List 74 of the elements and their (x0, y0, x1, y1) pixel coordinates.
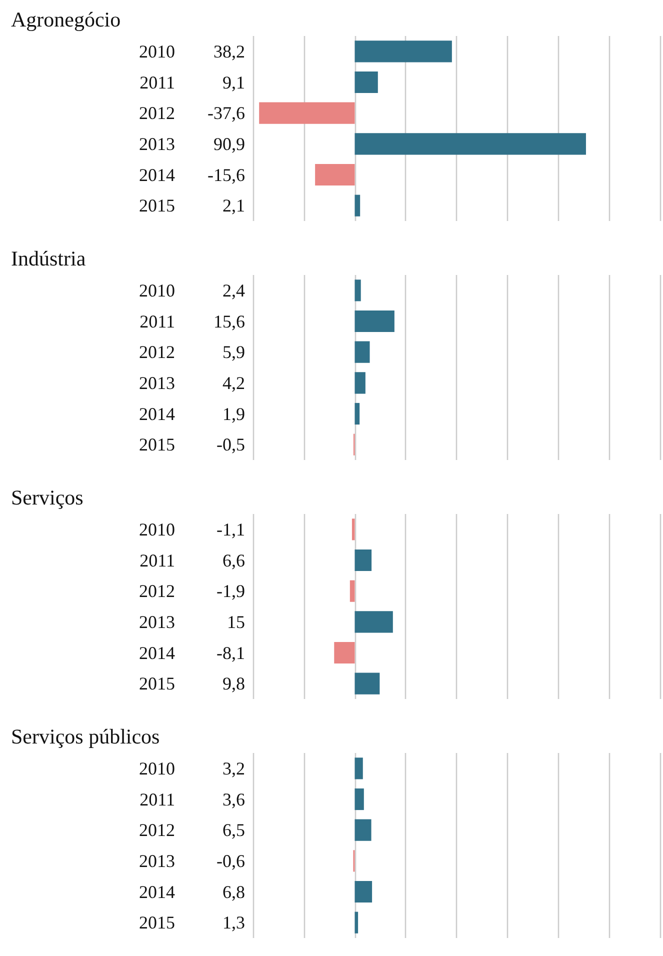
y-tick-label: 2013 (139, 134, 175, 154)
data-label: 6,5 (222, 820, 245, 840)
text: Serviços (11, 486, 84, 510)
data-label: 3,6 (222, 789, 245, 810)
y-tick-label: 2014 (139, 404, 175, 424)
data-label: 6,6 (222, 550, 245, 570)
bar (354, 372, 366, 394)
y-tick-label: 2015 (139, 434, 175, 455)
y-tick-label: 2010 (139, 41, 175, 62)
y-tick-label: 2013 (139, 850, 175, 871)
data-label: -15,6 (208, 164, 245, 185)
bar (315, 164, 355, 186)
data-label: 1,9 (222, 404, 245, 424)
data-label: -8,1 (216, 642, 245, 663)
bar (354, 133, 586, 155)
data-label: 3,2 (222, 758, 245, 778)
y-tick-label: 2010 (139, 758, 175, 778)
bar (352, 518, 355, 540)
data-label: 38,2 (214, 41, 245, 62)
bar (354, 310, 394, 332)
y-tick-label: 2012 (139, 820, 175, 840)
bar (354, 672, 380, 694)
y-tick-label: 2013 (139, 372, 175, 393)
bar (354, 549, 372, 572)
y-tick-label: 2011 (140, 311, 175, 332)
bar (354, 758, 363, 780)
bar (354, 402, 360, 425)
data-label: 1,3 (222, 912, 245, 933)
text: Indústria (11, 246, 86, 270)
data-label: -1,1 (216, 519, 245, 540)
bar (354, 912, 358, 934)
y-tick-label: 2014 (139, 882, 175, 902)
y-tick-label: 2011 (140, 550, 175, 570)
data-label: 15 (227, 612, 245, 632)
data-label: 15,6 (214, 311, 245, 332)
y-tick-label: 2010 (139, 519, 175, 540)
bar (354, 611, 393, 633)
bar (259, 102, 355, 124)
data-label: 6,8 (222, 882, 245, 902)
data-label: 2,4 (222, 280, 245, 300)
text: Agronegócio (11, 8, 121, 32)
y-tick-label: 2012 (139, 581, 175, 602)
y-tick-label: 2012 (139, 103, 175, 124)
bar (354, 194, 360, 216)
data-label: 4,2 (222, 372, 245, 393)
y-tick-label: 2014 (139, 642, 175, 663)
bar (334, 642, 355, 664)
bar (354, 788, 364, 810)
y-tick-label: 2011 (140, 72, 175, 92)
y-tick-label: 2014 (139, 164, 175, 185)
data-label: 2,1 (222, 196, 245, 216)
data-label: -1,9 (216, 581, 245, 602)
y-tick-label: 2013 (139, 612, 175, 632)
bar (354, 819, 372, 841)
y-tick-label: 2015 (139, 674, 175, 694)
data-label: 9,1 (222, 72, 245, 92)
bar (354, 280, 361, 302)
y-tick-label: 2015 (139, 912, 175, 933)
bar (354, 880, 372, 903)
bar (354, 71, 378, 94)
data-label: 90,9 (214, 134, 245, 154)
data-label: -0,5 (216, 434, 245, 455)
data-label: -0,6 (216, 850, 245, 871)
y-tick-label: 2015 (139, 196, 175, 216)
y-tick-label: 2012 (139, 342, 175, 362)
y-tick-label: 2010 (139, 280, 175, 300)
bar (354, 341, 370, 363)
data-label: 9,8 (222, 674, 245, 694)
chart-title: Serviços públicos (11, 724, 160, 748)
data-label: 5,9 (222, 342, 245, 362)
bar (354, 40, 452, 62)
y-tick-label: 2011 (140, 789, 175, 810)
bar (350, 580, 355, 602)
data-label: -37,6 (208, 103, 245, 124)
